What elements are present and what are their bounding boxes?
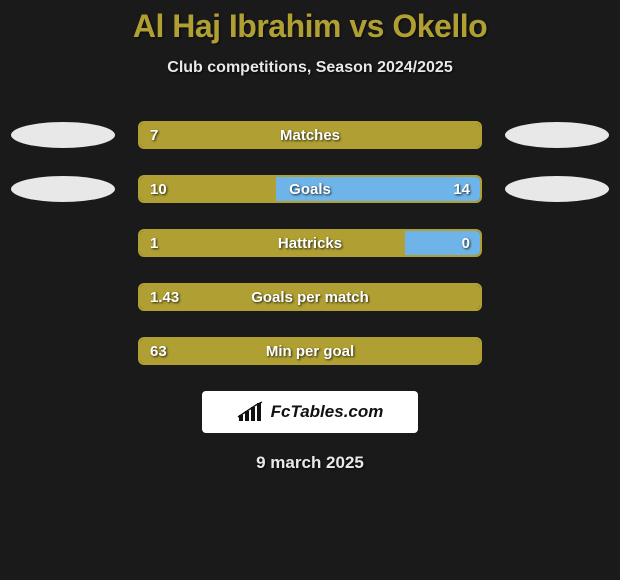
- player-right-marker: [505, 122, 609, 148]
- stat-label: Goals: [289, 181, 331, 198]
- stat-row: 1 0 Hattricks: [0, 229, 620, 257]
- subtitle: Club competitions, Season 2024/2025: [0, 59, 620, 77]
- player-right-marker: [505, 176, 609, 202]
- comparison-infographic: Al Haj Ibrahim vs Okello Club competitio…: [0, 0, 620, 473]
- stat-bar: 1 0 Hattricks: [138, 229, 482, 257]
- logo-text: FcTables.com: [271, 402, 384, 422]
- stat-row: 1.43 Goals per match: [0, 283, 620, 311]
- bar-chart-icon: [237, 401, 265, 423]
- stat-label: Min per goal: [266, 343, 354, 360]
- stat-left-value: 1: [150, 235, 158, 252]
- stat-row: 63 Min per goal: [0, 337, 620, 365]
- stat-row: 10 14 Goals: [0, 175, 620, 203]
- player-left-marker: [11, 122, 115, 148]
- stat-left-value: 7: [150, 127, 158, 144]
- stat-right-value: 14: [453, 181, 470, 198]
- stat-bar: 63 Min per goal: [138, 337, 482, 365]
- stats-chart: 7Matches1014Goals10Hattricks1.43Goals pe…: [0, 121, 620, 365]
- stat-bar: 7 Matches: [138, 121, 482, 149]
- stat-bar: 10 14 Goals: [138, 175, 482, 203]
- bar-left-fill: [140, 231, 405, 255]
- date-label: 9 march 2025: [0, 453, 620, 473]
- stat-label: Goals per match: [251, 289, 369, 306]
- player-left-marker: [11, 176, 115, 202]
- stat-right-value: 0: [462, 235, 470, 252]
- stat-label: Hattricks: [278, 235, 342, 252]
- stat-left-value: 10: [150, 181, 167, 198]
- stat-row: 7 Matches: [0, 121, 620, 149]
- stat-left-value: 1.43: [150, 289, 179, 306]
- page-title: Al Haj Ibrahim vs Okello: [0, 8, 620, 45]
- stat-label: Matches: [280, 127, 340, 144]
- logo-box: FcTables.com: [202, 391, 418, 433]
- stat-left-value: 63: [150, 343, 167, 360]
- stat-bar: 1.43 Goals per match: [138, 283, 482, 311]
